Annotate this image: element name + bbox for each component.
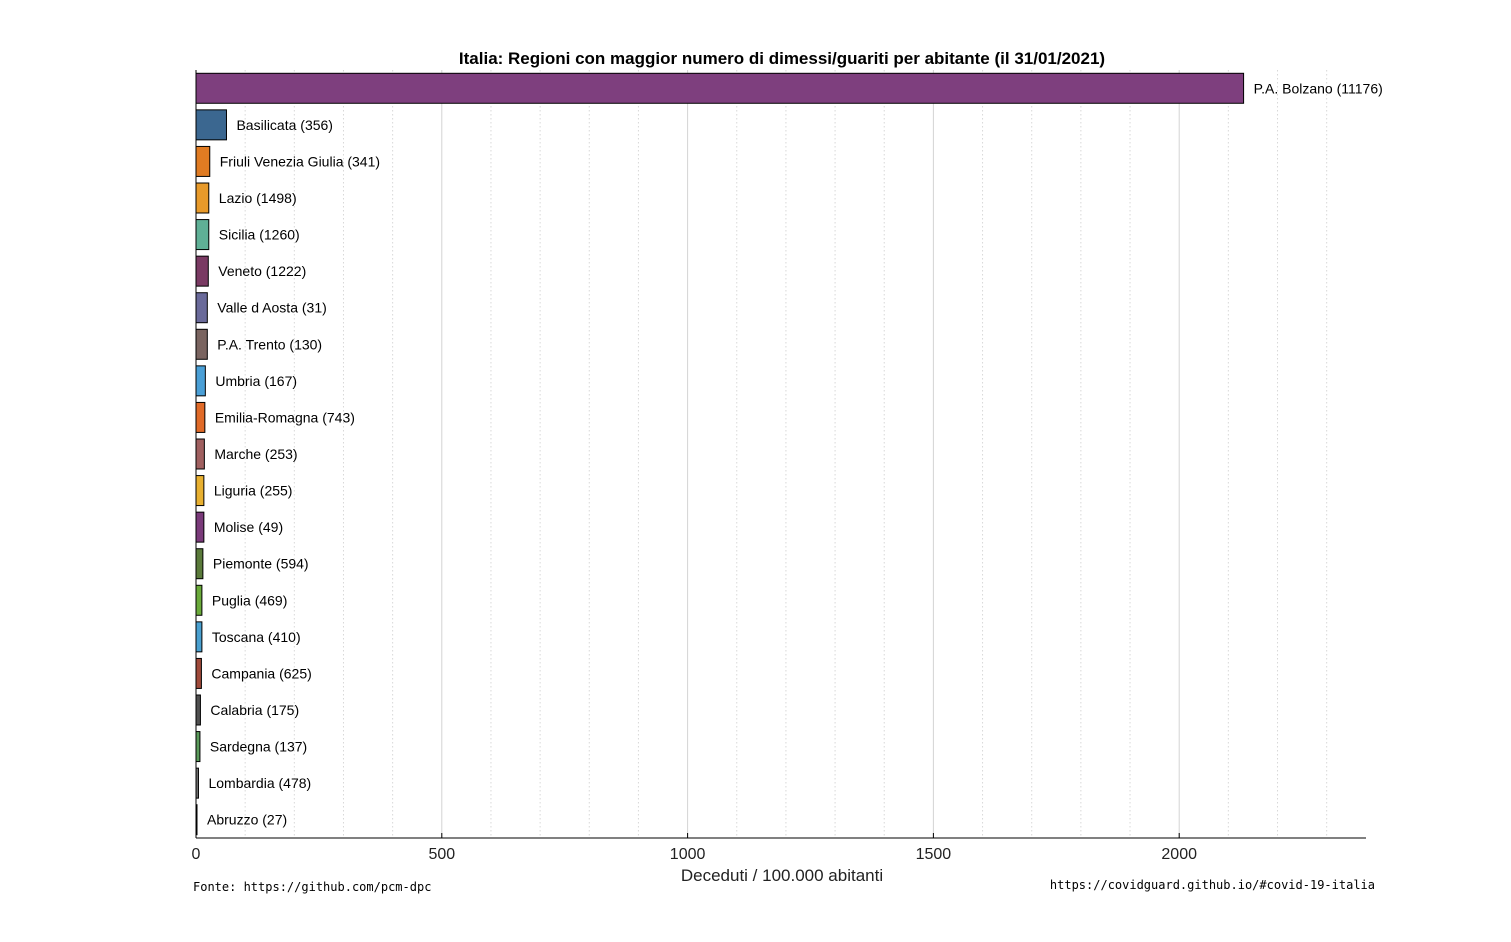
bar-label: Basilicata (356) — [236, 117, 333, 133]
bar — [195, 292, 208, 324]
bar-label: Sardegna (137) — [210, 739, 307, 755]
bar — [195, 694, 201, 726]
source-footer: Fonte: https://github.com/pcm-dpc — [193, 880, 431, 894]
x-tick-label: 500 — [428, 846, 455, 863]
x-tick-label: 2000 — [1161, 846, 1197, 863]
bar — [195, 72, 1245, 104]
bar-label: Puglia (469) — [212, 592, 288, 608]
bar — [195, 657, 202, 689]
bar-label: Calabria (175) — [210, 702, 299, 718]
x-tick-label: 0 — [192, 846, 201, 863]
bar-label: Campania (625) — [211, 665, 311, 681]
grid — [244, 70, 1328, 838]
bar-label: Marche (253) — [214, 446, 297, 462]
bar — [195, 475, 205, 507]
x-axis-label: Deceduti / 100.000 abitanti — [681, 866, 883, 885]
bar-label: Valle d Aosta (31) — [217, 300, 326, 316]
bar-label: Emilia-Romagna (743) — [215, 409, 355, 425]
bar-label: P.A. Bolzano (11176) — [1254, 80, 1383, 96]
bar-label: Abruzzo (27) — [207, 812, 287, 828]
bar-label: Sicilia (1260) — [219, 227, 300, 243]
bars: P.A. Bolzano (11176) Basilicata (356) Friu… — [195, 72, 1383, 836]
x-tick-label: 1000 — [670, 846, 706, 863]
bar-label: Liguria (255) — [214, 483, 293, 499]
bar — [195, 511, 205, 543]
bar-label: Piemonte (594) — [213, 556, 309, 572]
bar — [195, 548, 204, 580]
bar — [195, 365, 206, 397]
url-footer: https://covidguard.github.io/#covid-19-i… — [1050, 878, 1375, 892]
bar-label: Lazio (1498) — [219, 190, 297, 206]
bar — [195, 109, 227, 141]
bar-label: Lombardia (478) — [208, 775, 311, 791]
bar-label: Veneto (1222) — [218, 263, 306, 279]
bar-label: Toscana (410) — [212, 629, 301, 645]
bar-label: P.A. Trento (130) — [217, 336, 322, 352]
x-tick-label: 1500 — [916, 846, 952, 863]
bar — [195, 219, 210, 251]
bar — [195, 438, 205, 470]
bar — [195, 584, 203, 616]
chart-title: Italia: Regioni con maggior numero di di… — [459, 49, 1105, 68]
bar-label: Molise (49) — [214, 519, 283, 535]
bar-label: Umbria (167) — [215, 373, 297, 389]
bar — [195, 621, 203, 653]
bar — [195, 255, 209, 287]
bar — [195, 145, 211, 177]
bar — [195, 401, 206, 433]
axes: 0 500 1000 1500 2000 — [192, 70, 1366, 863]
bar — [195, 182, 210, 214]
bar-label: Friuli Venezia Giulia (341) — [220, 153, 380, 169]
bar — [195, 731, 201, 763]
bar — [195, 328, 208, 360]
